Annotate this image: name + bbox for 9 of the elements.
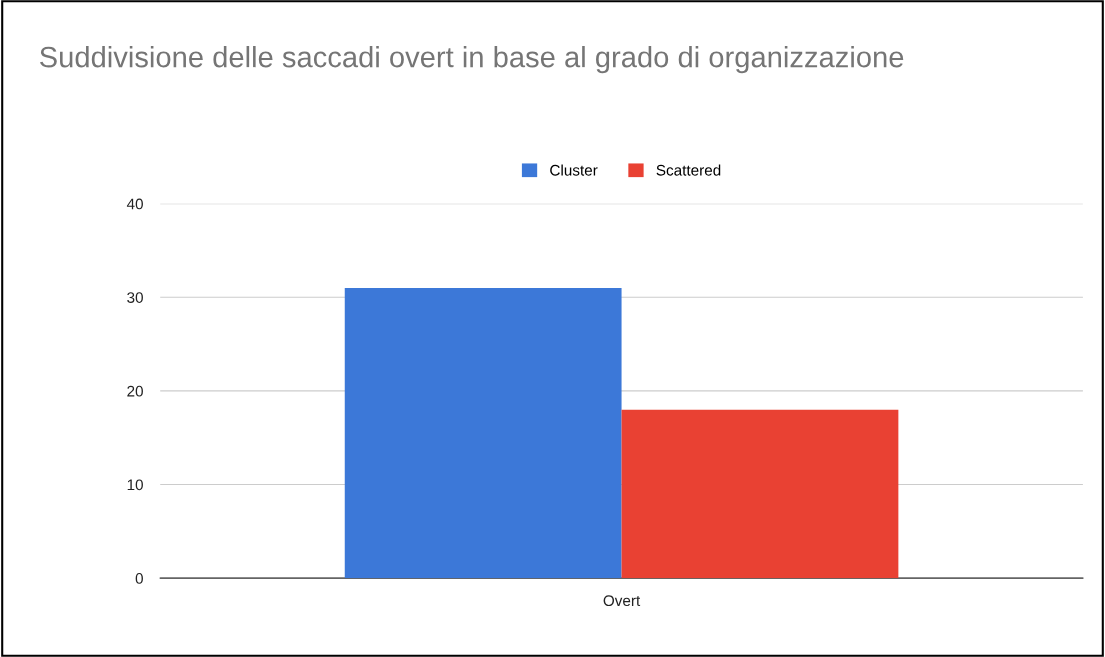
- y-tick-label: 0: [135, 573, 143, 584]
- x-tick-label: Overt: [603, 595, 641, 607]
- legend-label: Scattered: [656, 164, 721, 176]
- legend-label: Cluster: [550, 164, 598, 176]
- y-tick-label: 20: [127, 385, 143, 397]
- y-tick-label: 10: [127, 479, 143, 491]
- y-tick-label: 30: [127, 292, 143, 303]
- y-tick-label: 40: [126, 198, 143, 210]
- chart-title: Suddivisione delle saccadi overt in base al grado di organizzazione: [40, 45, 904, 74]
